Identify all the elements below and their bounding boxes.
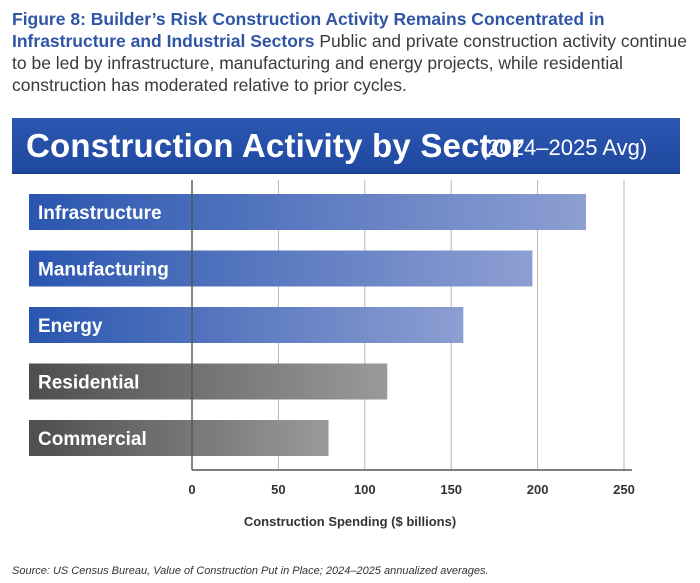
x-tick-label: 200 (527, 482, 549, 497)
chart-subtitle: (2024–2025 Avg) (480, 135, 648, 160)
bar-residential (29, 363, 388, 400)
bar-label-energy: Energy (38, 316, 103, 337)
source-note: Source: US Census Bureau, Value of Const… (12, 565, 489, 577)
x-tick-label: 100 (354, 482, 376, 497)
x-axis-title: Construction Spending ($ billions) (243, 514, 457, 529)
bar-label-manufacturing: Manufacturing (38, 260, 169, 281)
x-tick-label: 50 (271, 482, 285, 497)
bar-manufacturing (29, 250, 533, 287)
bar-energy (29, 307, 464, 343)
figure-description: Public and private construction activity… (12, 31, 688, 95)
x-tick-label: 250 (613, 482, 635, 497)
chart-title: Construction Activity by Sector (26, 127, 525, 164)
bar-label-infrastructure: Infrastructure (38, 203, 162, 224)
bar-label-commercial: Commercial (38, 429, 147, 450)
bar-label-residential: Residential (38, 373, 139, 394)
bar-commercial (29, 420, 329, 456)
figure-caption: Figure 8: Builder’s Risk Construction Ac… (12, 8, 692, 96)
x-tick-label: 0 (188, 482, 195, 497)
x-axis: 0 50 100 150 200 250 (188, 180, 635, 497)
figure-label: Figure 8: Builder’s Risk Construction Ac… (12, 9, 605, 51)
x-tick-label: 150 (440, 482, 462, 497)
bars: Infrastructure Manufacturing Energy Residen… (29, 194, 586, 456)
chart-title-banner: Construction Activity by Sector (2024–20… (12, 118, 680, 174)
bar-infrastructure (29, 194, 586, 230)
